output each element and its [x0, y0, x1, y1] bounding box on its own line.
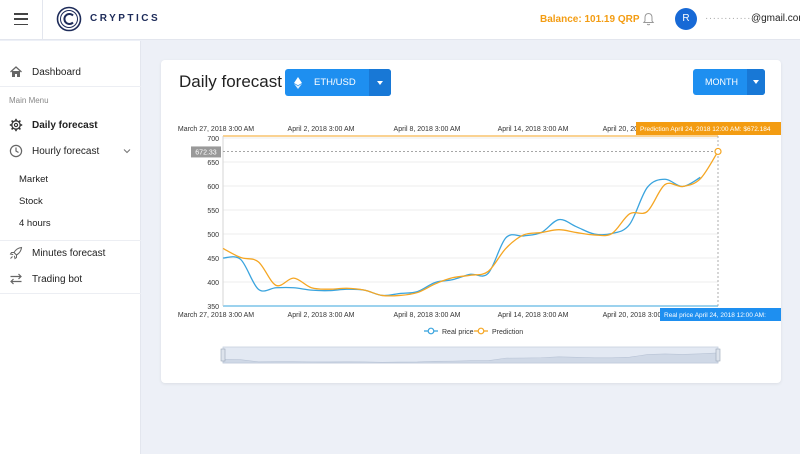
chart-legend[interactable]: Real price Prediction — [424, 327, 523, 336]
period-select-button[interactable]: MONTH — [693, 69, 765, 95]
forecast-chart[interactable]: 350 400 450 500 550 600 650 700 March 27, 2018 3… — [161, 60, 781, 383]
sidebar-item-label: Minutes forecast — [32, 247, 106, 259]
top-x-tick-label: April 14, 2018 3:00 AM — [498, 126, 569, 133]
y-tick-label: 600 — [207, 184, 219, 191]
zoom-sparkline — [222, 352, 719, 364]
caret-down-icon — [377, 81, 383, 85]
chevron-down-icon — [123, 149, 131, 154]
chart-series — [222, 151, 719, 297]
period-dropdown-toggle[interactable] — [747, 69, 765, 95]
divider — [42, 0, 43, 40]
clock-icon — [9, 144, 23, 158]
email-domain: @gmail.com — [750, 13, 800, 24]
sidebar-subitem-4-hours[interactable]: 4 hours — [19, 218, 51, 229]
zoom-handle-left[interactable] — [220, 348, 226, 362]
sidebar-subitem-stock[interactable]: Stock — [19, 196, 43, 207]
pair-label: ETH/USD — [314, 77, 356, 88]
top-bar: CRYPTICS Balance: 101.19 QRP R ·········… — [0, 0, 800, 40]
real-price-tooltip-text: Real price April 24, 2018 12:00 AM: — [664, 312, 766, 319]
legend-label: Prediction — [492, 329, 523, 336]
caret-down-icon — [753, 80, 759, 84]
divider — [0, 240, 141, 241]
divider — [0, 86, 141, 87]
crosshair-value-label: 672.33 — [195, 149, 217, 156]
top-x-tick-label: April 8, 2018 3:00 AM — [394, 126, 461, 133]
bottom-x-tick-label: March 27, 2018 3:00 AM — [178, 312, 254, 319]
exchange-icon — [10, 273, 22, 285]
zoom-navigator[interactable] — [220, 346, 721, 364]
top-x-tick-label: April 2, 2018 3:00 AM — [288, 126, 355, 133]
gear-icon — [9, 118, 23, 132]
sidebar-item-label: Dashboard — [32, 66, 81, 78]
crosshair-value-box — [191, 146, 221, 158]
bottom-x-tick-label: April 2, 2018 3:00 AM — [288, 312, 355, 319]
bottom-x-tick-label: April 8, 2018 3:00 AM — [394, 312, 461, 319]
divider — [0, 293, 141, 294]
sidebar-item-dashboard[interactable]: Dashboard — [0, 60, 141, 84]
pair-dropdown-toggle[interactable] — [369, 69, 391, 96]
balance-label: Balance: 101.19 QRP — [540, 14, 640, 25]
chart-grid — [223, 137, 718, 307]
legend-marker — [427, 327, 435, 335]
forecast-card: Daily forecast ETH/USD MONTH 350 400 450 50… — [161, 60, 781, 383]
sidebar-item-label: Daily forecast — [32, 119, 98, 131]
email-masked: ············ — [705, 13, 751, 24]
user-email[interactable]: ············@gmail.com — [705, 13, 800, 24]
sidebar-item-label: Trading bot — [32, 273, 83, 285]
brand-name: CRYPTICS — [90, 13, 161, 24]
legend-label: Real price — [442, 329, 474, 336]
page-title: Daily forecast — [179, 72, 282, 91]
sidebar-subitem-market[interactable]: Market — [19, 174, 49, 185]
y-tick-label: 350 — [207, 304, 219, 311]
sidebar: Dashboard Main Menu Daily forecast Hourl… — [0, 41, 141, 454]
zoom-handle-right[interactable] — [715, 348, 721, 362]
sidebar-item-daily-forecast[interactable]: Daily forecast — [0, 113, 141, 137]
sidebar-item-minutes-forecast[interactable]: Minutes forecast — [0, 241, 141, 265]
menu-icon[interactable] — [14, 13, 28, 25]
sidebar-item-trading-bot[interactable]: Trading bot — [0, 267, 141, 291]
prediction-tooltip-text: Prediction April 24, 2018 12:00 AM: $672… — [640, 126, 771, 133]
bottom-x-tick-label: April 20, 2018 3:00 AM — [603, 312, 674, 319]
sidebar-item-hourly-forecast[interactable]: Hourly forecast — [0, 139, 141, 163]
period-label: MONTH — [705, 77, 738, 87]
prediction-line — [222, 151, 719, 297]
y-tick-label: 700 — [207, 136, 219, 143]
pair-select-button[interactable]: ETH/USD — [285, 69, 391, 96]
section-label: Main Menu — [9, 96, 49, 105]
rocket-icon — [9, 246, 23, 260]
bell-icon[interactable] — [642, 12, 655, 26]
top-x-tick-label: March 27, 2018 3:00 AM — [178, 126, 254, 133]
prediction-point-marker — [714, 147, 722, 156]
prediction-tooltip — [636, 122, 781, 135]
cryptics-logo-icon[interactable] — [56, 6, 82, 32]
ethereum-icon — [294, 76, 302, 89]
avatar[interactable]: R — [675, 8, 697, 30]
y-tick-label: 550 — [207, 208, 219, 215]
y-tick-label: 500 — [207, 232, 219, 239]
home-icon — [10, 66, 22, 77]
chart-overlay: 672.33 Prediction April 24, 2018 12:00 AM… — [191, 122, 781, 321]
legend-marker — [477, 327, 485, 335]
y-tick-label: 450 — [207, 256, 219, 263]
real-price-tooltip — [660, 308, 781, 321]
y-tick-label: 650 — [207, 160, 219, 167]
sidebar-item-label: Hourly forecast — [32, 145, 100, 157]
y-tick-label: 400 — [207, 280, 219, 287]
bottom-x-tick-label: April 14, 2018 3:00 AM — [498, 312, 569, 319]
